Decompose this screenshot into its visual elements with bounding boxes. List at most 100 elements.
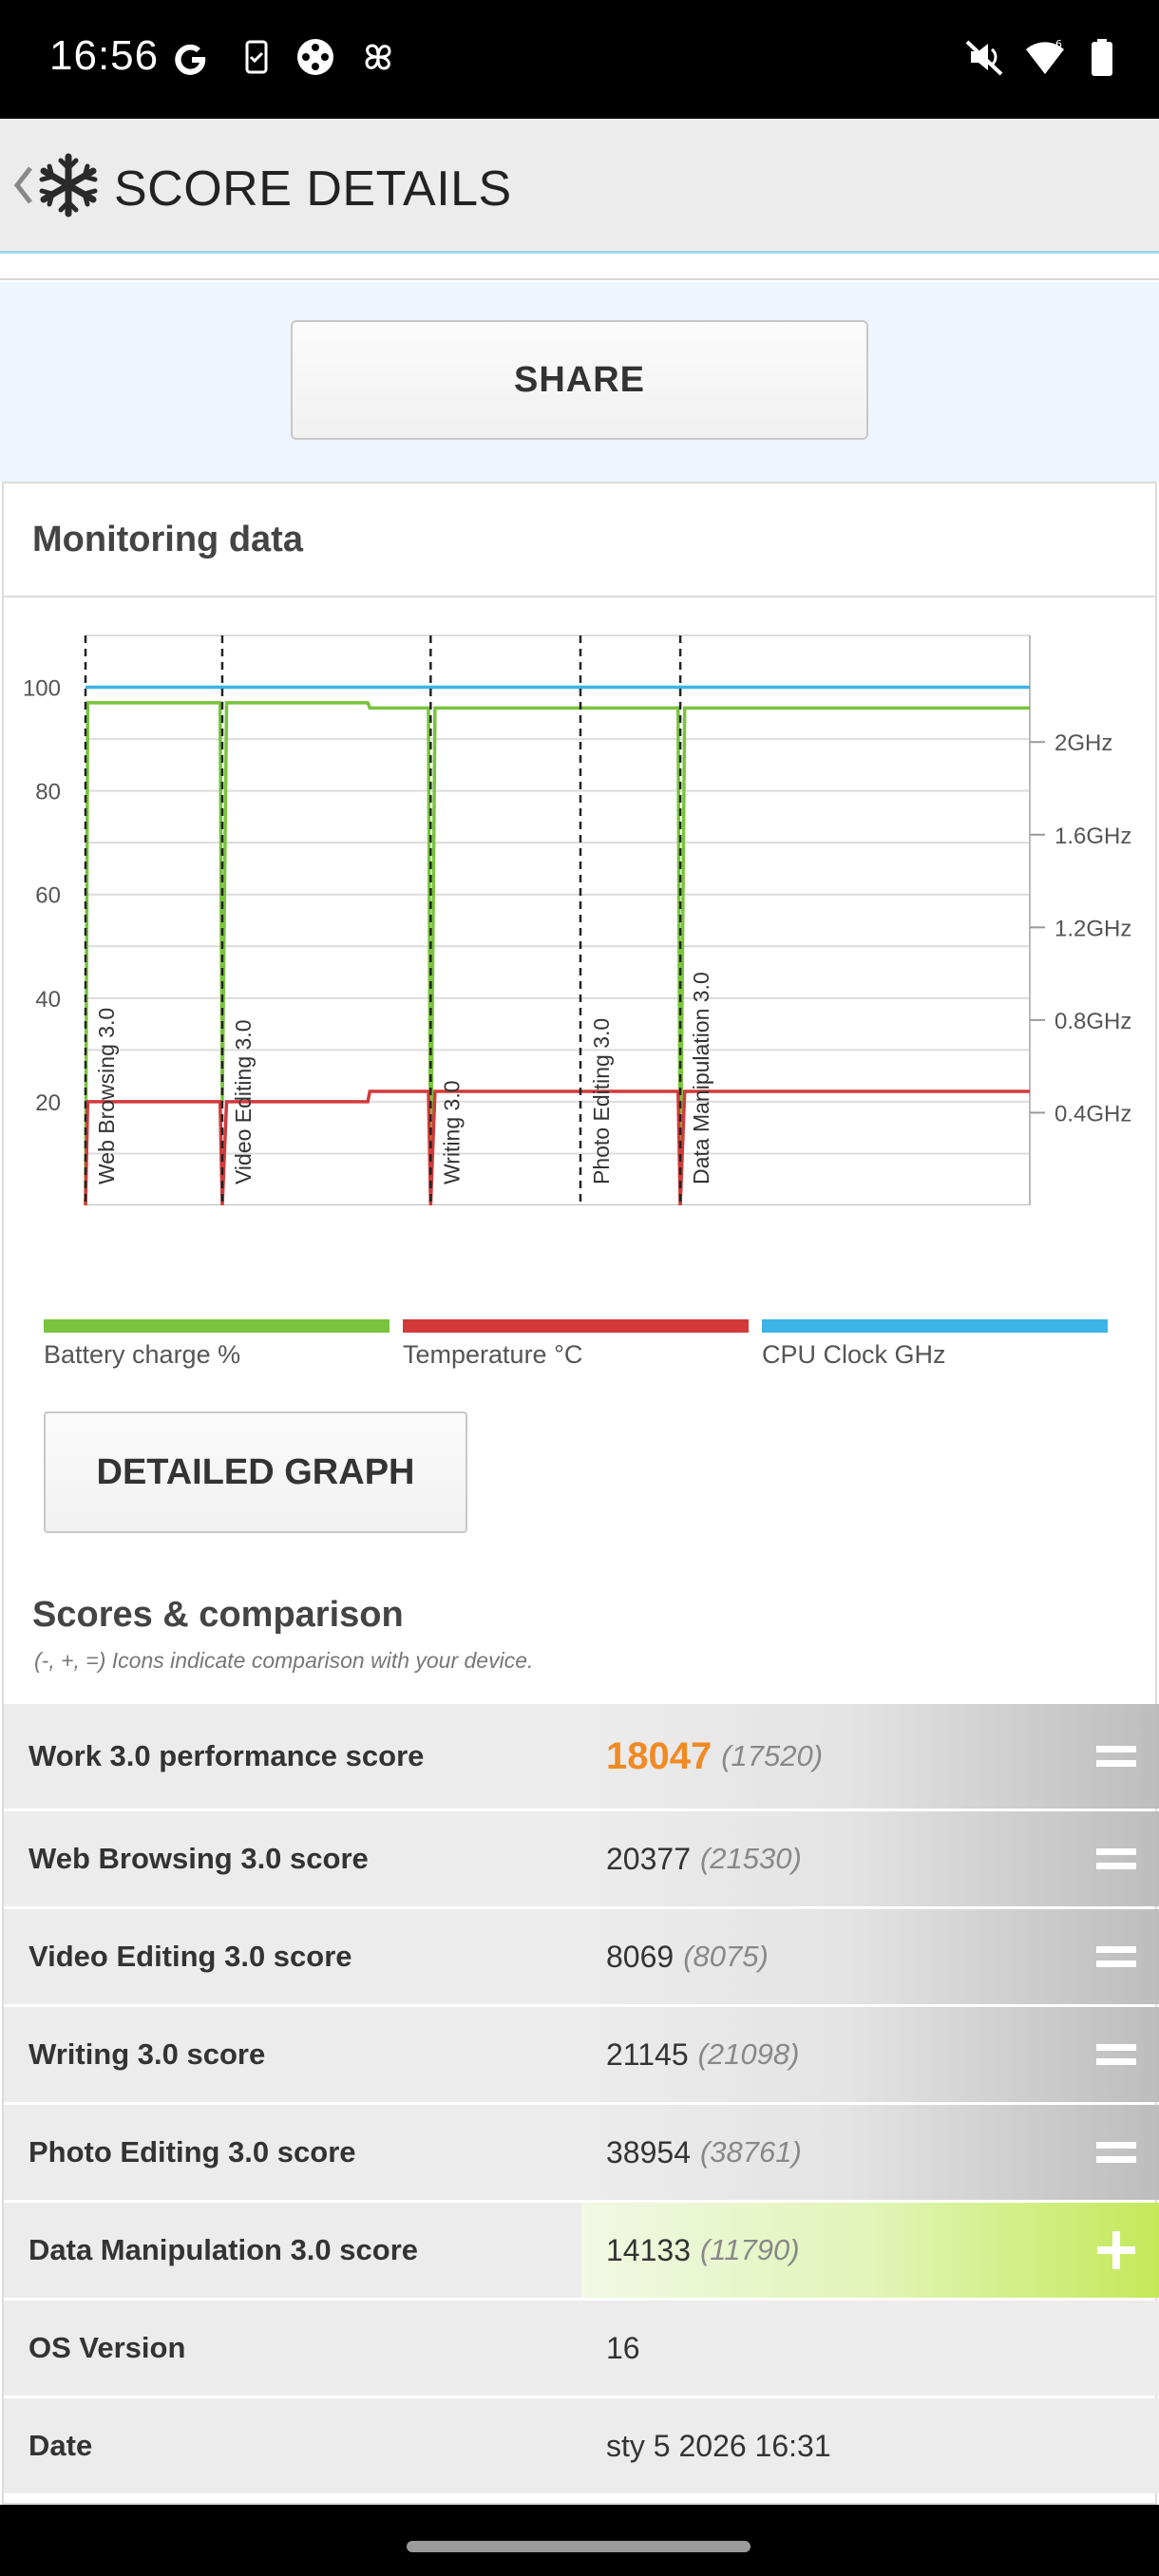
score-number: 8069	[606, 1939, 674, 1974]
legend-label: CPU Clock GHz	[762, 1340, 946, 1369]
status-bar: 16:56 6	[0, 0, 1159, 119]
score-value-cell: 16	[581, 2301, 1159, 2396]
monitoring-chart-svg: 100806040202GHz1.6GHz1.2GHz0.8GHz0.4GHz0…	[23, 635, 1131, 1205]
equals-icon	[1096, 1746, 1136, 1767]
chart-phase-label: Web Browsing 3.0	[94, 1008, 119, 1184]
score-label: Web Browsing 3.0 score	[28, 1842, 369, 1875]
chart-phase-label: Writing 3.0	[439, 1080, 464, 1184]
score-value: 8069 (8075)	[606, 1909, 769, 2004]
score-comparison: (8075)	[683, 1940, 769, 1973]
game-controller-icon	[297, 39, 333, 75]
score-row: Work 3.0 performance score 18047 (17520)	[4, 1704, 1159, 1809]
score-value: 38954 (38761)	[606, 2105, 802, 2200]
chart-right-tick-label: 0.4GHz	[1054, 1101, 1131, 1127]
legend-item: Temperature °C	[403, 1319, 749, 1370]
detailed-graph-button[interactable]: DETAILED GRAPH	[44, 1411, 467, 1533]
score-value-cell: 18047 (17520)	[581, 1704, 1159, 1809]
back-chevron-icon[interactable]	[8, 157, 36, 214]
navigation-bar	[0, 2505, 1159, 2576]
equals-icon	[1096, 2044, 1136, 2065]
score-value-cell: 20377 (21530)	[581, 1811, 1159, 1906]
score-comparison: (17520)	[721, 1739, 824, 1772]
svg-text:6: 6	[1055, 38, 1062, 50]
score-comparison: (38761)	[699, 2135, 802, 2169]
monitoring-chart: 100806040202GHz1.6GHz1.2GHz0.8GHz0.4GHz0…	[4, 597, 1159, 1369]
plus-icon	[1097, 2231, 1135, 2269]
legend-swatch	[44, 1319, 390, 1333]
content: SHARE Monitoring data 100 80 60 40 20 2GHz 1.6…	[0, 254, 1159, 2505]
monitoring-card: Monitoring data 100 80 60 40 20 2GHz 1.6GHz 1.2…	[2, 482, 1159, 2505]
home-gesture-handle[interactable]	[407, 2541, 750, 2552]
scores-title: Scores & comparison	[32, 1595, 404, 1635]
equals-icon	[1096, 2142, 1136, 2163]
score-value-cell: 8069 (8075)	[581, 1909, 1159, 2004]
score-row: Data Manipulation 3.0 score 14133 (11790)	[4, 2203, 1159, 2298]
score-comparison: (11790)	[699, 2233, 800, 2266]
chart-right-tick-label: 2GHz	[1054, 730, 1112, 756]
score-number: 18047	[606, 1734, 712, 1777]
score-row: Web Browsing 3.0 score 20377 (21530)	[4, 1811, 1159, 1906]
score-row: OS Version 16	[4, 2301, 1159, 2396]
score-row: Photo Editing 3.0 score 38954 (38761)	[4, 2105, 1159, 2200]
score-row: Video Editing 3.0 score 8069 (8075)	[4, 1909, 1159, 2004]
score-comparison: (21530)	[699, 1842, 802, 1875]
chart-phase-label: Video Editing 3.0	[231, 1020, 256, 1185]
chart-y-tick-label: 100	[23, 676, 61, 702]
pinwheel-icon	[365, 44, 391, 70]
score-number: sty 5 2026 16:31	[606, 2428, 831, 2463]
status-time: 16:56	[49, 32, 160, 79]
score-number: 38954	[606, 2134, 691, 2169]
monitoring-header: Monitoring data	[4, 483, 1155, 597]
equals-icon	[1096, 1848, 1136, 1869]
chart-phase-label: Photo Editing 3.0	[589, 1018, 614, 1184]
score-label: Video Editing 3.0 score	[28, 1940, 352, 1973]
snowflake-logo-icon	[39, 153, 98, 218]
score-comparison: (21098)	[697, 2037, 800, 2071]
score-value: 20377 (21530)	[606, 1811, 802, 1906]
legend-swatch	[762, 1319, 1108, 1333]
scores-table: Work 3.0 performance score 18047 (17520) We…	[4, 1704, 1159, 2496]
legend-item: CPU Clock GHz	[762, 1319, 1108, 1370]
legend-label: Battery charge %	[44, 1340, 241, 1369]
chart-series-line	[84, 1089, 1030, 1205]
equals-icon	[1096, 1946, 1136, 1967]
app-bar: SCORE DETAILS	[0, 119, 1159, 254]
score-label: Photo Editing 3.0 score	[28, 2135, 356, 2169]
chart-y-tick-label: 80	[35, 780, 61, 805]
google-g-icon	[175, 44, 206, 75]
score-value-cell: 38954 (38761)	[581, 2105, 1159, 2200]
share-area: SHARE	[0, 282, 1159, 482]
score-label: Data Manipulation 3.0 score	[28, 2233, 418, 2266]
chart-y-tick-label: 40	[35, 987, 61, 1013]
score-value-cell: sty 5 2026 16:31	[581, 2398, 1159, 2493]
top-divider	[0, 254, 1159, 280]
score-number: 21145	[606, 2036, 689, 2072]
score-label: OS Version	[28, 2331, 186, 2364]
phone-clipboard-icon	[245, 40, 268, 74]
score-number: 16	[606, 2330, 640, 2365]
score-value: 21145 (21098)	[606, 2007, 799, 2102]
score-value-cell: 14133 (11790)	[581, 2203, 1159, 2298]
mute-icon	[965, 40, 1003, 76]
chart-y-tick-label: 20	[35, 1090, 61, 1116]
legend-label: Temperature °C	[403, 1340, 583, 1369]
page-title: SCORE DETAILS	[114, 161, 512, 217]
share-button[interactable]: SHARE	[291, 320, 868, 440]
chart-phase-label: Data Manipulation 3.0	[689, 972, 713, 1184]
score-value: 16	[606, 2301, 640, 2396]
chart-right-tick-label: 0.8GHz	[1054, 1009, 1131, 1034]
score-label: Work 3.0 performance score	[28, 1739, 425, 1772]
chart-right-tick-label: 1.6GHz	[1054, 824, 1131, 849]
score-row: Writing 3.0 score 21145 (21098)	[4, 2007, 1159, 2102]
battery-icon	[1092, 39, 1112, 76]
score-value: sty 5 2026 16:31	[606, 2398, 831, 2493]
score-label: Date	[28, 2429, 93, 2462]
scores-note: (-, +, =) Icons indicate comparison with…	[34, 1648, 534, 1673]
chart-series-line	[84, 701, 1030, 1205]
score-number: 20377	[606, 1841, 691, 1876]
score-row: Date sty 5 2026 16:31	[4, 2398, 1159, 2493]
monitoring-title: Monitoring data	[32, 519, 303, 559]
score-value-cell: 21145 (21098)	[581, 2007, 1159, 2102]
chart-right-tick-label: 1.2GHz	[1054, 916, 1131, 941]
chart-y-tick-label: 60	[35, 883, 61, 909]
